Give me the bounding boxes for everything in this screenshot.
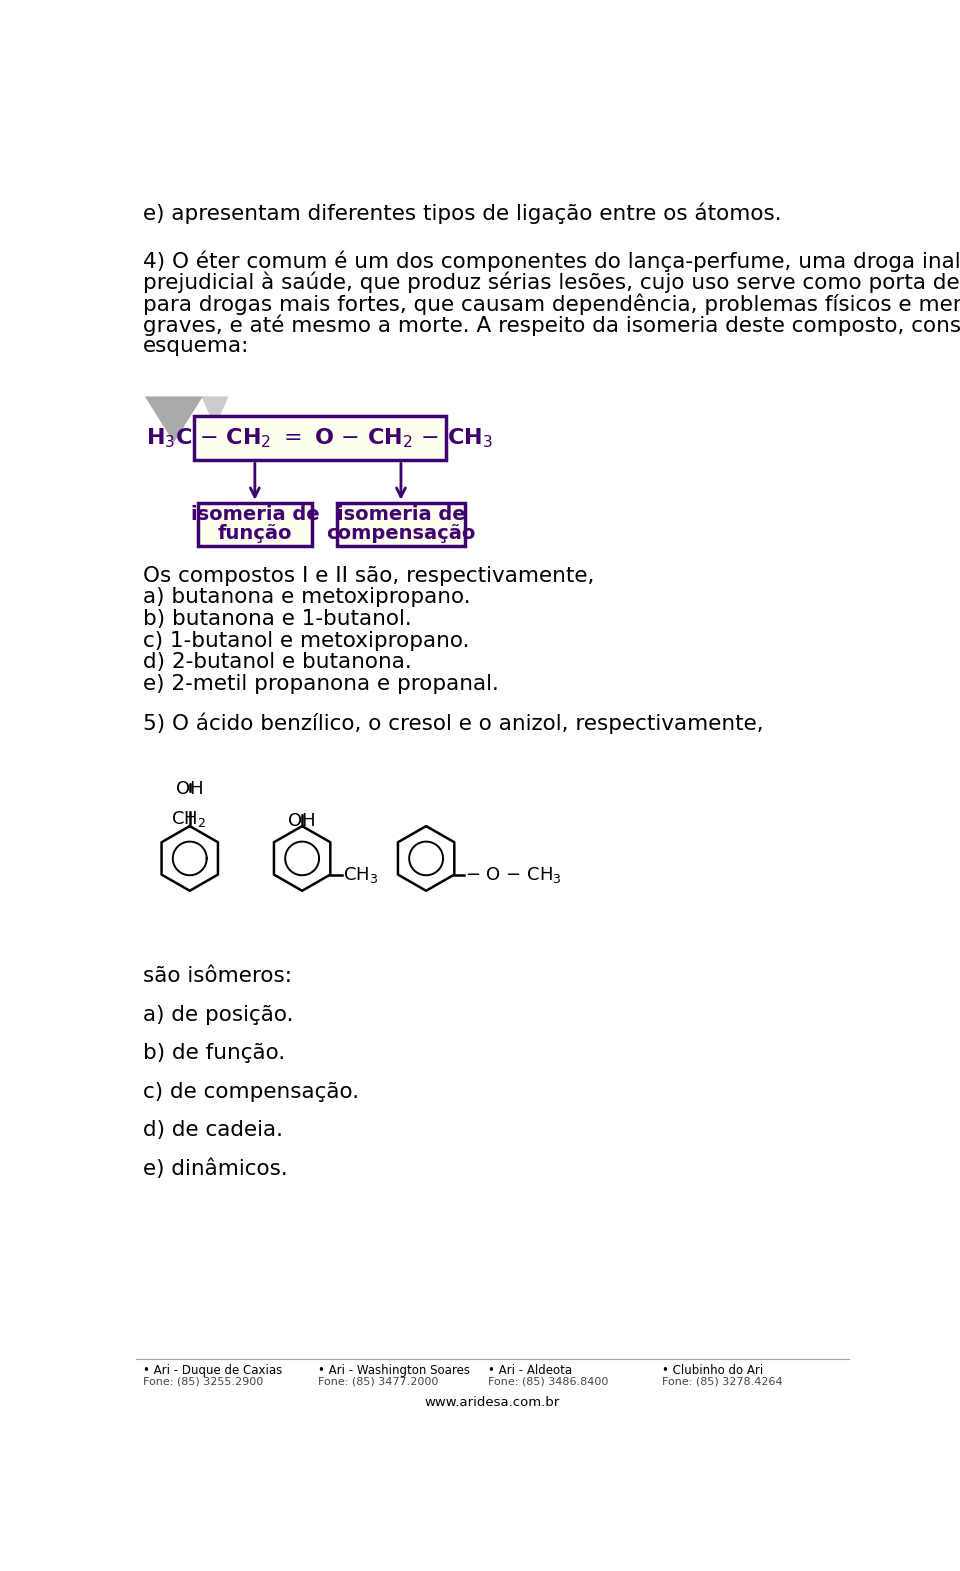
Polygon shape	[145, 396, 203, 443]
Text: c) de compensação.: c) de compensação.	[143, 1082, 359, 1101]
Text: www.aridesa.com.br: www.aridesa.com.br	[424, 1397, 560, 1409]
Text: a) butanona e metoxipropano.: a) butanona e metoxipropano.	[143, 588, 470, 608]
FancyBboxPatch shape	[337, 503, 465, 545]
Text: esquema:: esquema:	[143, 336, 250, 357]
Text: Fone: (85) 3477.2000: Fone: (85) 3477.2000	[318, 1376, 438, 1387]
Text: função: função	[218, 525, 292, 544]
Polygon shape	[202, 396, 228, 427]
Text: Fone: (85) 3486.8400: Fone: (85) 3486.8400	[488, 1376, 609, 1387]
Text: e) dinâmicos.: e) dinâmicos.	[143, 1159, 288, 1180]
Text: OH: OH	[176, 779, 204, 798]
Text: a) de posição.: a) de posição.	[143, 1005, 294, 1024]
Text: b) de função.: b) de função.	[143, 1043, 285, 1064]
Text: c) 1-butanol e metoxipropano.: c) 1-butanol e metoxipropano.	[143, 630, 469, 650]
Text: OH: OH	[288, 812, 316, 829]
Text: d) de cadeia.: d) de cadeia.	[143, 1120, 283, 1141]
Text: • Ari - Washington Soares: • Ari - Washington Soares	[318, 1364, 469, 1378]
Text: e) apresentam diferentes tipos de ligação entre os átomos.: e) apresentam diferentes tipos de ligaçã…	[143, 203, 781, 225]
Text: 4) O éter comum é um dos componentes do lança-perfume, uma droga inalante: 4) O éter comum é um dos componentes do …	[143, 250, 960, 272]
Text: graves, e até mesmo a morte. A respeito da isomeria deste composto, considere o: graves, e até mesmo a morte. A respeito …	[143, 314, 960, 336]
Text: 5) O ácido benzílico, o cresol e o anizol, respectivamente,: 5) O ácido benzílico, o cresol e o anizo…	[143, 712, 764, 734]
Text: são isômeros:: são isômeros:	[143, 966, 292, 987]
Text: CH$_3$: CH$_3$	[344, 864, 379, 884]
Text: b) butanona e 1-butanol.: b) butanona e 1-butanol.	[143, 610, 412, 628]
Text: prejudicial à saúde, que produz sérias lesões, cujo uso serve como porta de entr: prejudicial à saúde, que produz sérias l…	[143, 272, 960, 294]
Text: • Ari - Duque de Caxias: • Ari - Duque de Caxias	[143, 1364, 282, 1378]
Text: para drogas mais fortes, que causam dependência, problemas físicos e mentais: para drogas mais fortes, que causam depe…	[143, 294, 960, 314]
Text: Fone: (85) 3255.2900: Fone: (85) 3255.2900	[143, 1376, 263, 1387]
Text: e) 2-metil propanona e propanal.: e) 2-metil propanona e propanal.	[143, 674, 499, 694]
Text: $-$ O $-$ CH$_3$: $-$ O $-$ CH$_3$	[466, 864, 562, 884]
Text: Fone: (85) 3278.4264: Fone: (85) 3278.4264	[662, 1376, 783, 1387]
Text: • Clubinho do Ari: • Clubinho do Ari	[662, 1364, 764, 1378]
Text: compensação: compensação	[326, 525, 475, 544]
Text: Os compostos I e II são, respectivamente,: Os compostos I e II são, respectivamente…	[143, 566, 594, 586]
FancyBboxPatch shape	[194, 416, 445, 460]
Text: • Ari - Aldeota: • Ari - Aldeota	[488, 1364, 572, 1378]
Text: isomeria de: isomeria de	[190, 506, 319, 525]
Text: d) 2-butanol e butanona.: d) 2-butanol e butanona.	[143, 652, 412, 672]
Text: isomeria de: isomeria de	[337, 506, 466, 525]
Text: H$_3$C $-$ CH$_2$ $=$ O $-$ CH$_2$ $-$ CH$_3$: H$_3$C $-$ CH$_2$ $=$ O $-$ CH$_2$ $-$ C…	[146, 426, 493, 449]
FancyBboxPatch shape	[198, 503, 312, 545]
Text: CH$_2$: CH$_2$	[171, 809, 205, 829]
